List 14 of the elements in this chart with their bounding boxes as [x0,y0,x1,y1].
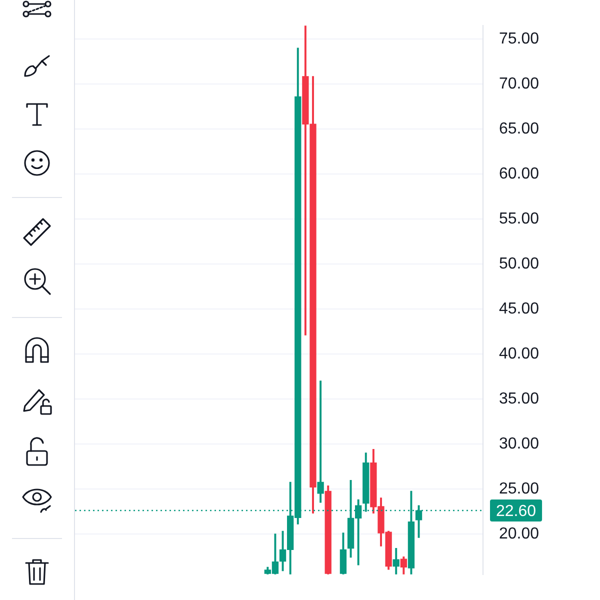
candlestick [317,380,324,503]
y-tick-label: 30.00 [499,435,540,452]
y-tick-label: 60.00 [499,165,540,182]
y-tick-label: 40.00 [499,345,540,362]
y-tick-label: 35.00 [499,390,540,408]
y-tick-label: 75.00 [499,30,540,48]
y-tick-label: 45.00 [499,300,540,318]
ref-line-label: 22.60 [496,502,536,520]
y-tick-label: 70.00 [499,75,540,92]
y-tick-label: 50.00 [499,255,540,272]
y-tick-label: 25.00 [499,480,540,498]
y-tick-label: 55.00 [499,210,540,228]
y-tick-label: 20.00 [499,525,540,542]
y-tick-label: 65.00 [499,120,540,138]
